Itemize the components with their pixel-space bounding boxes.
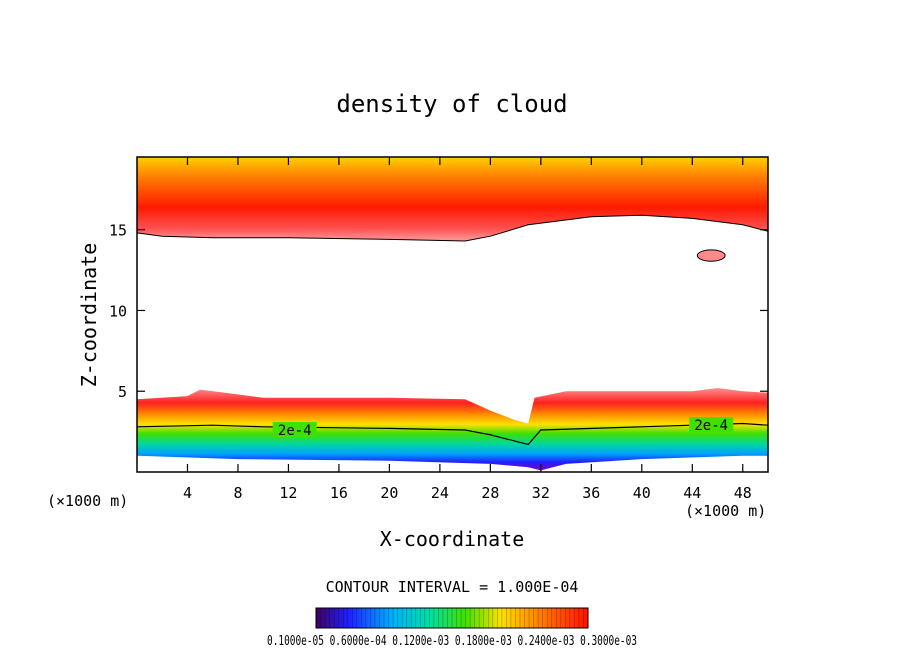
contour-line-2e-4 <box>137 422 768 446</box>
x-tick-label: 40 <box>633 484 651 502</box>
x-tick-label: 24 <box>431 484 449 502</box>
x-tick-label: 28 <box>481 484 499 502</box>
contour-interval-label: CONTOUR INTERVAL = 1.000E-04 <box>326 578 579 596</box>
x-tick-label: 44 <box>683 484 701 502</box>
x-tick-label: 36 <box>582 484 600 502</box>
colorbar-stripes <box>320 608 584 628</box>
x-tick-label: 8 <box>233 484 242 502</box>
y-tick-label: 15 <box>109 222 127 240</box>
plot-area-fill: 2e-4 2e-4 <box>137 157 768 471</box>
x-tick-label: 48 <box>734 484 752 502</box>
x-tick-label: 12 <box>279 484 297 502</box>
y-axis-label: Z-coordinate <box>77 243 101 388</box>
x-unit-left: (×1000 m) <box>47 492 128 510</box>
x-tick-label: 32 <box>532 484 550 502</box>
y-tick-label: 10 <box>109 302 127 320</box>
x-tick-label: 20 <box>380 484 398 502</box>
isolated-cloud-patch <box>696 249 726 262</box>
x-axis-ticks: 4 8 12 16 20 24 28 32 36 40 44 48 <box>183 157 752 502</box>
y-axis-ticks: 5 10 15 <box>109 222 768 401</box>
colorbar <box>315 607 589 629</box>
x-axis-label: X-coordinate <box>380 527 525 551</box>
contour-label-bg <box>689 417 734 433</box>
contour-label: 2e-4 <box>278 423 312 439</box>
y-tick-label: 5 <box>118 383 127 401</box>
contour-labels: 2e-4 2e-4 <box>272 417 734 439</box>
x-tick-label: 4 <box>183 484 192 502</box>
colorbar-labels: 0.1000e-05 0.6000e-04 0.1200e-03 0.1800e… <box>267 634 637 649</box>
x-unit-right: (×1000 m) <box>685 502 766 520</box>
contour-label-bg <box>272 422 317 437</box>
plot-frame <box>136 156 769 473</box>
upper-layer-edge-contour <box>137 214 768 242</box>
chart-title: density of cloud <box>336 90 567 118</box>
upper-cloud-layer <box>137 157 768 241</box>
contour-label: 2e-4 <box>694 418 728 434</box>
x-tick-label: 16 <box>330 484 348 502</box>
